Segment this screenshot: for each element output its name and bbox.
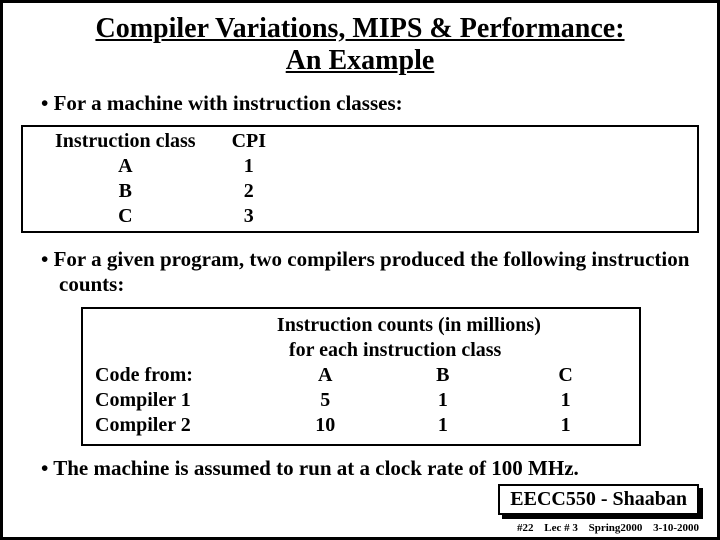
counts-cell: 5 <box>269 388 382 413</box>
counts-cell: 1 <box>381 388 504 413</box>
bullet-1: For a machine with instruction classes: <box>41 91 699 116</box>
counts-table-header-2: for each instruction class <box>269 338 627 363</box>
footer-slide-number: #22 <box>517 522 534 534</box>
counts-cell: 1 <box>381 413 504 438</box>
cpi-table-header-cpi: CPI <box>214 129 284 154</box>
counts-cell: 1 <box>504 388 627 413</box>
counts-col-a: A <box>269 363 382 388</box>
bullet-2: For a given program, two compilers produ… <box>41 247 699 297</box>
cpi-table: Instruction class CPI A 1 B 2 C 3 <box>21 125 699 233</box>
counts-table: Instruction counts (in millions) for eac… <box>81 307 641 446</box>
counts-row-label: Compiler 1 <box>95 388 269 413</box>
slide-title: Compiler Variations, MIPS & Performance:… <box>21 13 699 77</box>
footer-lecture: Lec # 3 <box>544 522 578 534</box>
cpi-row-value: 2 <box>214 179 284 204</box>
counts-row-label: Compiler 2 <box>95 413 269 438</box>
bullet-3: The machine is assumed to run at a clock… <box>41 456 699 481</box>
title-line-2: An Example <box>286 45 435 76</box>
cpi-row-class: B <box>37 179 214 204</box>
slide-frame: Compiler Variations, MIPS & Performance:… <box>0 0 720 540</box>
counts-cell: 10 <box>269 413 382 438</box>
cpi-table-header-class: Instruction class <box>37 129 214 154</box>
counts-col-b: B <box>381 363 504 388</box>
footer-meta: #22 Lec # 3 Spring2000 3-10-2000 <box>509 522 699 534</box>
footer-date: 3-10-2000 <box>653 522 699 534</box>
cpi-row-value: 3 <box>214 204 284 229</box>
counts-table-header-1: Instruction counts (in millions) <box>269 313 627 338</box>
footer-term: Spring2000 <box>589 522 643 534</box>
title-line-1: Compiler Variations, MIPS & Performance: <box>95 13 624 44</box>
cpi-row-value: 1 <box>214 154 284 179</box>
cpi-row-class: C <box>37 204 214 229</box>
counts-col-c: C <box>504 363 627 388</box>
counts-cell: 1 <box>504 413 627 438</box>
counts-left-header: Code from: <box>95 363 269 388</box>
footer-course-box: EECC550 - Shaaban <box>498 484 699 515</box>
cpi-row-class: A <box>37 154 214 179</box>
